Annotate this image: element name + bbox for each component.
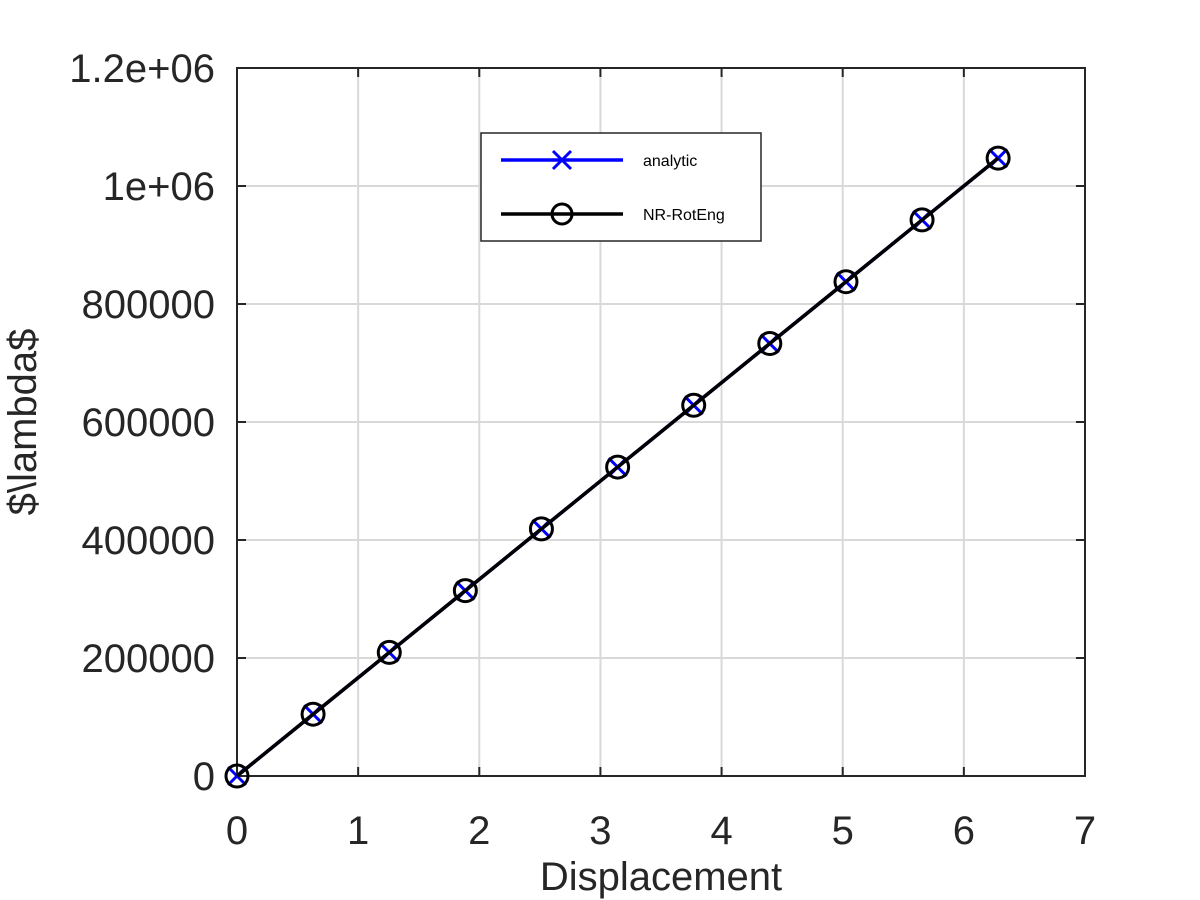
data-point-o <box>681 392 707 418</box>
y-tick-label: 200000 <box>82 637 215 681</box>
y-tick-label: 1.2e+06 <box>69 47 215 91</box>
data-point-o <box>909 207 935 233</box>
legend-marker-x <box>551 149 573 171</box>
data-point-o <box>452 578 478 604</box>
x-tick-label: 4 <box>710 809 732 853</box>
data-point-o <box>757 331 783 357</box>
series-group <box>224 145 1011 789</box>
x-tick-label: 3 <box>589 809 611 853</box>
series-2 <box>224 145 1011 789</box>
data-point-o <box>376 639 402 665</box>
legend-label: analytic <box>643 153 697 170</box>
data-point-o <box>224 763 250 789</box>
data-point-o <box>300 701 326 727</box>
data-point-o <box>833 269 859 295</box>
y-axis-label: $\lambda$ <box>1 329 45 516</box>
y-tick-label: 800000 <box>82 283 215 327</box>
x-tick-label: 0 <box>226 809 248 853</box>
data-point-o <box>605 454 631 480</box>
series-line <box>235 156 1000 778</box>
legend-marker-o <box>550 202 574 226</box>
data-point-o <box>528 516 554 542</box>
x-axis-label: Displacement <box>540 855 782 899</box>
y-tick-label: 1e+06 <box>103 165 215 209</box>
y-tick-label: 600000 <box>82 401 215 445</box>
data-point-o <box>985 145 1011 171</box>
x-tick-label: 5 <box>832 809 854 853</box>
axis-ticks: 0 1 2 3 4 5 6 7 0 200000 400000 600000 800000 1e+06 1.… <box>69 47 1096 853</box>
y-tick-label: 400000 <box>82 519 215 563</box>
y-tick-label: 0 <box>193 755 215 799</box>
x-tick-label: 7 <box>1074 809 1096 853</box>
x-tick-label: 1 <box>347 809 369 853</box>
x-tick-label: 6 <box>953 809 975 853</box>
legend-label: NR-RotEng <box>643 207 725 224</box>
x-tick-label: 2 <box>468 809 490 853</box>
legend-box <box>480 132 762 242</box>
legend: analytic NR-RotEng <box>480 132 762 242</box>
